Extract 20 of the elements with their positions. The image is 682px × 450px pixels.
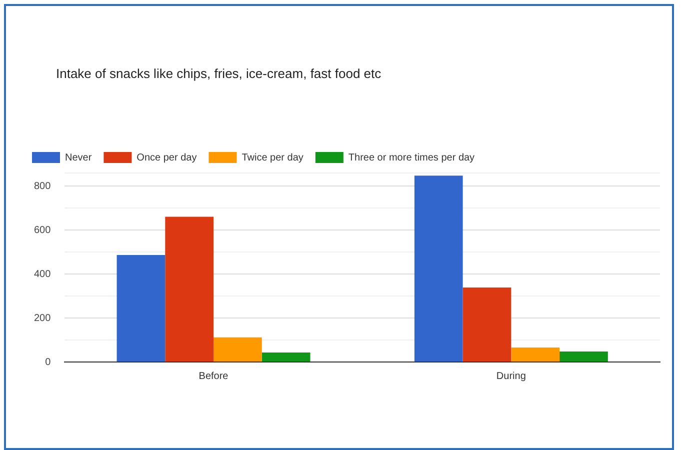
legend-label: Never xyxy=(65,152,92,164)
y-tick-label: 600 xyxy=(34,224,52,236)
bar xyxy=(414,176,463,362)
x-tick-label: Before xyxy=(198,370,229,382)
y-tick-label: 800 xyxy=(34,180,52,192)
x-tick-label: During xyxy=(496,370,526,382)
y-tick-label: 400 xyxy=(34,268,52,280)
chart-title: Intake of snacks like chips, fries, ice-cream, fast food etc xyxy=(56,66,382,81)
y-tick-label: 0 xyxy=(45,356,52,368)
bar xyxy=(560,351,608,362)
bar xyxy=(214,337,262,362)
bar xyxy=(462,288,512,362)
bar xyxy=(262,352,310,362)
y-tick-label: 200 xyxy=(34,312,52,324)
bar xyxy=(511,347,560,362)
bar xyxy=(116,254,166,362)
legend-label: Three or more times per day xyxy=(348,152,475,164)
legend-label: Once per day xyxy=(136,152,197,164)
legend-label: Twice per day xyxy=(242,152,304,164)
bar xyxy=(165,216,214,362)
